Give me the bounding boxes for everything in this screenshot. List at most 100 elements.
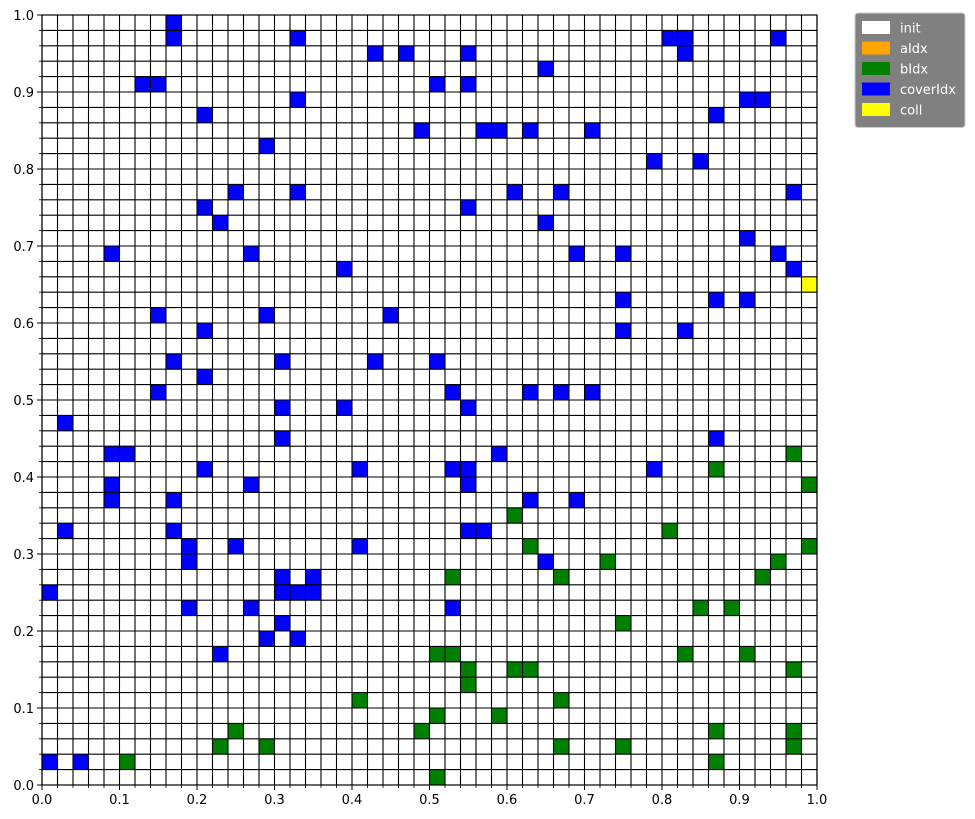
cell-coverIdx bbox=[708, 292, 724, 308]
y-axis: 0.0 0.1 0.2 0.3 0.4 0.5 0.6 0.7 0.8 0.9 1.0 bbox=[13, 9, 42, 794]
cell-bIdx bbox=[615, 738, 631, 755]
cell-coverIdx bbox=[460, 523, 476, 539]
y-tick-label: 0.5 bbox=[13, 394, 34, 409]
y-tick-label: 0.4 bbox=[13, 471, 34, 486]
x-tick-label: 0.1 bbox=[109, 793, 130, 808]
y-tick-label: 0.8 bbox=[13, 163, 34, 178]
cell-bIdx bbox=[429, 646, 445, 662]
cell-coverIdx bbox=[305, 584, 321, 601]
cell-bIdx bbox=[786, 446, 802, 462]
cell-coverIdx bbox=[73, 754, 89, 770]
cell-coverIdx bbox=[104, 492, 120, 508]
cell-bIdx bbox=[507, 661, 523, 678]
cell-coverIdx bbox=[42, 754, 58, 770]
cell-coverIdx bbox=[166, 15, 182, 31]
cell-coverIdx bbox=[352, 461, 368, 477]
cell-coverIdx bbox=[755, 92, 771, 108]
cell-coverIdx bbox=[274, 615, 290, 631]
cell-bIdx bbox=[801, 538, 817, 554]
cell-bIdx bbox=[600, 554, 616, 570]
cell-coverIdx bbox=[166, 523, 182, 539]
x-tick-label: 0.9 bbox=[729, 793, 750, 808]
cell-coverIdx bbox=[197, 369, 213, 385]
cell-bIdx bbox=[414, 723, 430, 739]
cell-coverIdx bbox=[693, 153, 709, 169]
cell-coverIdx bbox=[119, 446, 135, 462]
cell-coverIdx bbox=[786, 184, 802, 200]
legend-label: bIdx bbox=[900, 63, 928, 78]
cell-coverIdx bbox=[181, 538, 197, 554]
cell-coverIdx bbox=[181, 600, 197, 616]
cell-bIdx bbox=[228, 723, 244, 739]
cell-coverIdx bbox=[135, 76, 151, 92]
cell-coverIdx bbox=[615, 323, 631, 339]
cell-bIdx bbox=[445, 569, 461, 585]
cell-bIdx bbox=[507, 507, 523, 524]
cell-bIdx bbox=[352, 692, 368, 708]
cell-coverIdx bbox=[197, 323, 213, 339]
cell-coverIdx bbox=[42, 584, 58, 601]
cell-layer bbox=[42, 15, 817, 785]
cell-coverIdx bbox=[460, 461, 476, 477]
cell-coverIdx bbox=[414, 122, 430, 139]
cell-bIdx bbox=[755, 569, 771, 585]
cell-bIdx bbox=[693, 600, 709, 616]
cell-coverIdx bbox=[553, 184, 569, 200]
legend-swatch bbox=[862, 41, 890, 55]
cell-coverIdx bbox=[739, 92, 755, 108]
cell-coverIdx bbox=[445, 384, 461, 400]
legend: init aIdx bIdx coverIdx coll bbox=[854, 12, 966, 128]
cell-bIdx bbox=[739, 646, 755, 662]
y-tick-label: 0.6 bbox=[13, 317, 34, 332]
y-tick-label: 0.3 bbox=[13, 548, 34, 563]
y-tick-label: 1.0 bbox=[13, 9, 34, 24]
cell-coverIdx bbox=[460, 400, 476, 416]
cell-coverIdx bbox=[491, 446, 507, 462]
cell-bIdx bbox=[786, 661, 802, 678]
cell-coverIdx bbox=[57, 523, 73, 539]
cell-coverIdx bbox=[770, 30, 786, 46]
cell-bIdx bbox=[445, 646, 461, 662]
cell-bIdx bbox=[677, 646, 693, 662]
cell-bIdx bbox=[801, 477, 817, 493]
cell-coverIdx bbox=[553, 384, 569, 400]
cell-coverIdx bbox=[336, 261, 352, 277]
cell-coverIdx bbox=[104, 246, 120, 262]
x-tick-label: 1.0 bbox=[807, 793, 828, 808]
cell-coverIdx bbox=[228, 538, 244, 554]
cell-bIdx bbox=[460, 661, 476, 678]
cell-coverIdx bbox=[212, 215, 228, 231]
cell-coverIdx bbox=[150, 384, 166, 400]
cell-coverIdx bbox=[290, 30, 306, 46]
x-tick-label: 0.5 bbox=[419, 793, 440, 808]
y-tick-label: 0.7 bbox=[13, 240, 34, 255]
cell-bIdx bbox=[662, 523, 678, 539]
cell-bIdx bbox=[429, 769, 445, 785]
cell-bIdx bbox=[553, 569, 569, 585]
cell-bIdx bbox=[770, 554, 786, 570]
cell-coverIdx bbox=[104, 477, 120, 493]
y-tick-label: 0.9 bbox=[13, 86, 34, 101]
cell-coverIdx bbox=[274, 584, 290, 601]
cell-coverIdx bbox=[476, 122, 492, 139]
cell-coverIdx bbox=[228, 184, 244, 200]
cell-bIdx bbox=[259, 738, 275, 755]
cell-coverIdx bbox=[522, 384, 538, 400]
cell-coverIdx bbox=[336, 400, 352, 416]
cell-coverIdx bbox=[445, 600, 461, 616]
x-tick-label: 0.4 bbox=[342, 793, 363, 808]
legend-label: coll bbox=[900, 104, 922, 119]
cell-bIdx bbox=[460, 677, 476, 693]
cell-coverIdx bbox=[383, 307, 399, 323]
cell-coverIdx bbox=[569, 492, 585, 508]
cell-bIdx bbox=[708, 723, 724, 739]
y-tick-label: 0.1 bbox=[13, 702, 34, 717]
cell-coverIdx bbox=[476, 523, 492, 539]
x-tick-label: 0.2 bbox=[187, 793, 208, 808]
cell-coverIdx bbox=[305, 569, 321, 585]
cell-coverIdx bbox=[522, 492, 538, 508]
cell-bIdx bbox=[786, 723, 802, 739]
cell-bIdx bbox=[786, 738, 802, 755]
cell-coverIdx bbox=[491, 122, 507, 139]
legend-swatch bbox=[862, 103, 890, 116]
